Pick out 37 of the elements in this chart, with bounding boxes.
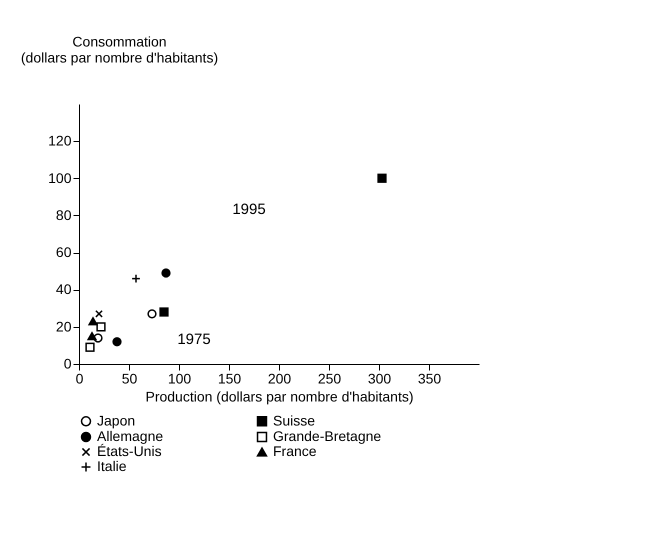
x-tick-label: 300 <box>368 370 392 386</box>
x-tick-label: 50 <box>122 370 138 386</box>
x-tick-label: 200 <box>268 370 292 386</box>
point <box>377 174 387 183</box>
point <box>147 309 157 318</box>
legend-label: Italie <box>97 458 127 474</box>
y-tick-label: 0 <box>64 356 72 372</box>
legend-label: Allemagne <box>97 428 164 444</box>
legend-label: Grande-Bretagne <box>273 428 382 444</box>
y-tick-label: 60 <box>56 244 72 260</box>
y-tick-label: 100 <box>48 170 72 186</box>
point <box>87 332 97 340</box>
annotation: 1995 <box>232 201 266 218</box>
legend-label: Suisse <box>273 412 316 428</box>
annotation: 1975 <box>177 331 211 348</box>
point <box>88 317 98 326</box>
point <box>85 342 95 352</box>
point <box>112 337 122 346</box>
point <box>95 310 103 318</box>
point <box>131 274 141 284</box>
point <box>161 268 171 278</box>
x-tick-label: 0 <box>76 370 84 386</box>
legend-label: États-Unis <box>97 443 162 459</box>
y-tick-label: 40 <box>56 281 72 298</box>
x-tick-label: 250 <box>318 370 342 386</box>
x-tick-label: 350 <box>418 370 442 386</box>
y-tick-label: 20 <box>56 318 72 334</box>
x-tick-label: 100 <box>168 370 192 386</box>
y-axis-title: Consommation (dollars par nombre d'habitants) <box>20 34 218 66</box>
legend-label: Japon <box>97 412 136 428</box>
legend-label: France <box>273 443 317 459</box>
x-axis-title: Production (dollars par nombre d'habitants) <box>145 388 414 404</box>
x-tick-label: 150 <box>218 370 242 386</box>
point <box>159 307 169 317</box>
y-tick-label: 120 <box>48 132 72 149</box>
point <box>96 322 106 332</box>
y-tick-label: 80 <box>56 206 72 223</box>
